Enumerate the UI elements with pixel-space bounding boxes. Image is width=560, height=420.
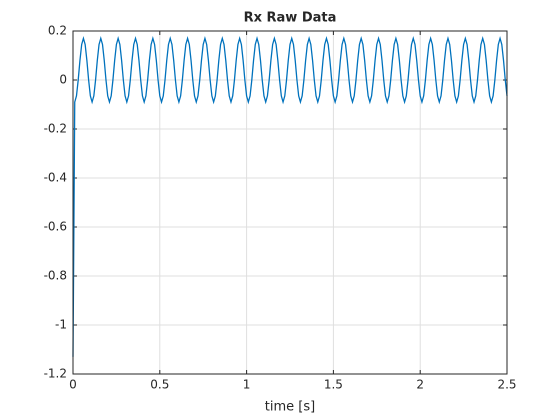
axes-box <box>72 30 508 375</box>
y-tick-label: -0.6 <box>44 220 67 234</box>
x-tick-label: 0 <box>69 378 77 392</box>
x-tick-label: 1 <box>243 378 251 392</box>
y-tick-label: -1.2 <box>44 367 67 381</box>
y-tick-label: 0.2 <box>48 24 67 38</box>
y-tick-label: -0.4 <box>44 171 67 185</box>
y-tick-label: 0 <box>59 73 67 87</box>
chart-title: Rx Raw Data <box>244 11 337 26</box>
y-tick-label: -0.8 <box>44 269 67 283</box>
x-axis-label: time [s] <box>265 400 315 415</box>
x-tick-label: 2 <box>416 378 424 392</box>
x-tick-label: 2.5 <box>497 378 516 392</box>
x-tick-label: 0.5 <box>150 378 169 392</box>
y-tick-label: -1 <box>55 318 67 332</box>
x-tick-label: 1.5 <box>324 378 343 392</box>
data-line <box>72 35 508 357</box>
y-tick-label: -0.2 <box>44 122 67 136</box>
